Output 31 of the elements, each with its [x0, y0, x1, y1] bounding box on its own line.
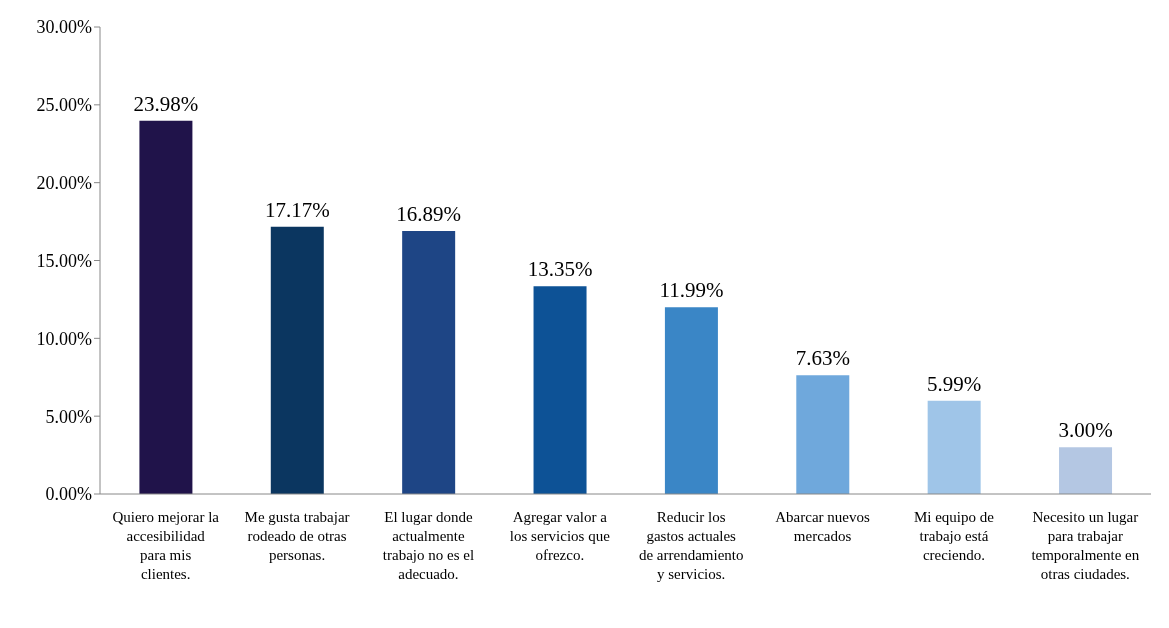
x-tick-label: El lugar donde actualmente trabajo no es el adecuado. [382, 509, 475, 582]
y-tick-label: 5.00% [45, 406, 92, 427]
bar [533, 286, 587, 494]
data-label: 13.35% [527, 257, 593, 282]
y-tick-label: 0.00% [45, 484, 92, 505]
data-label: 23.98% [133, 91, 199, 116]
bar [402, 231, 456, 494]
x-tick-label: Reducir los gastos actuales de arrendamiento y servicios. [638, 509, 744, 582]
x-tick-label: Quiero mejorar la accesibilidad para mis clientes. [112, 509, 220, 582]
data-label: 7.63% [795, 346, 850, 371]
bar [927, 400, 981, 494]
bar [796, 375, 850, 494]
x-tick-label: Me gusta trabajar rodeado de otras personas. [244, 509, 350, 563]
y-tick-label: 10.00% [36, 328, 92, 349]
bar [139, 120, 193, 494]
x-tick-label: Agregar valor a los servicios que ofrezco. [509, 509, 611, 563]
x-tick-label: Abarcar nuevos mercados [775, 509, 870, 544]
data-label: 11.99% [659, 278, 724, 303]
data-label: 3.00% [1058, 418, 1113, 443]
x-tick-label: Necesito un lugar para trabajar temporalmente en otras ciudades. [1031, 509, 1140, 582]
y-tick-label: 25.00% [36, 95, 92, 116]
y-tick-label: 20.00% [36, 173, 92, 194]
data-label: 17.17% [264, 197, 330, 222]
bar [1059, 447, 1113, 494]
data-label: 16.89% [396, 202, 462, 227]
x-tick-label: Mi equipo de trabajo está creciendo. [913, 509, 995, 563]
data-label: 5.99% [927, 371, 982, 396]
y-tick-label: 30.00% [36, 17, 92, 38]
y-tick-label: 15.00% [36, 250, 92, 271]
bar [664, 307, 718, 494]
bar [270, 226, 324, 494]
